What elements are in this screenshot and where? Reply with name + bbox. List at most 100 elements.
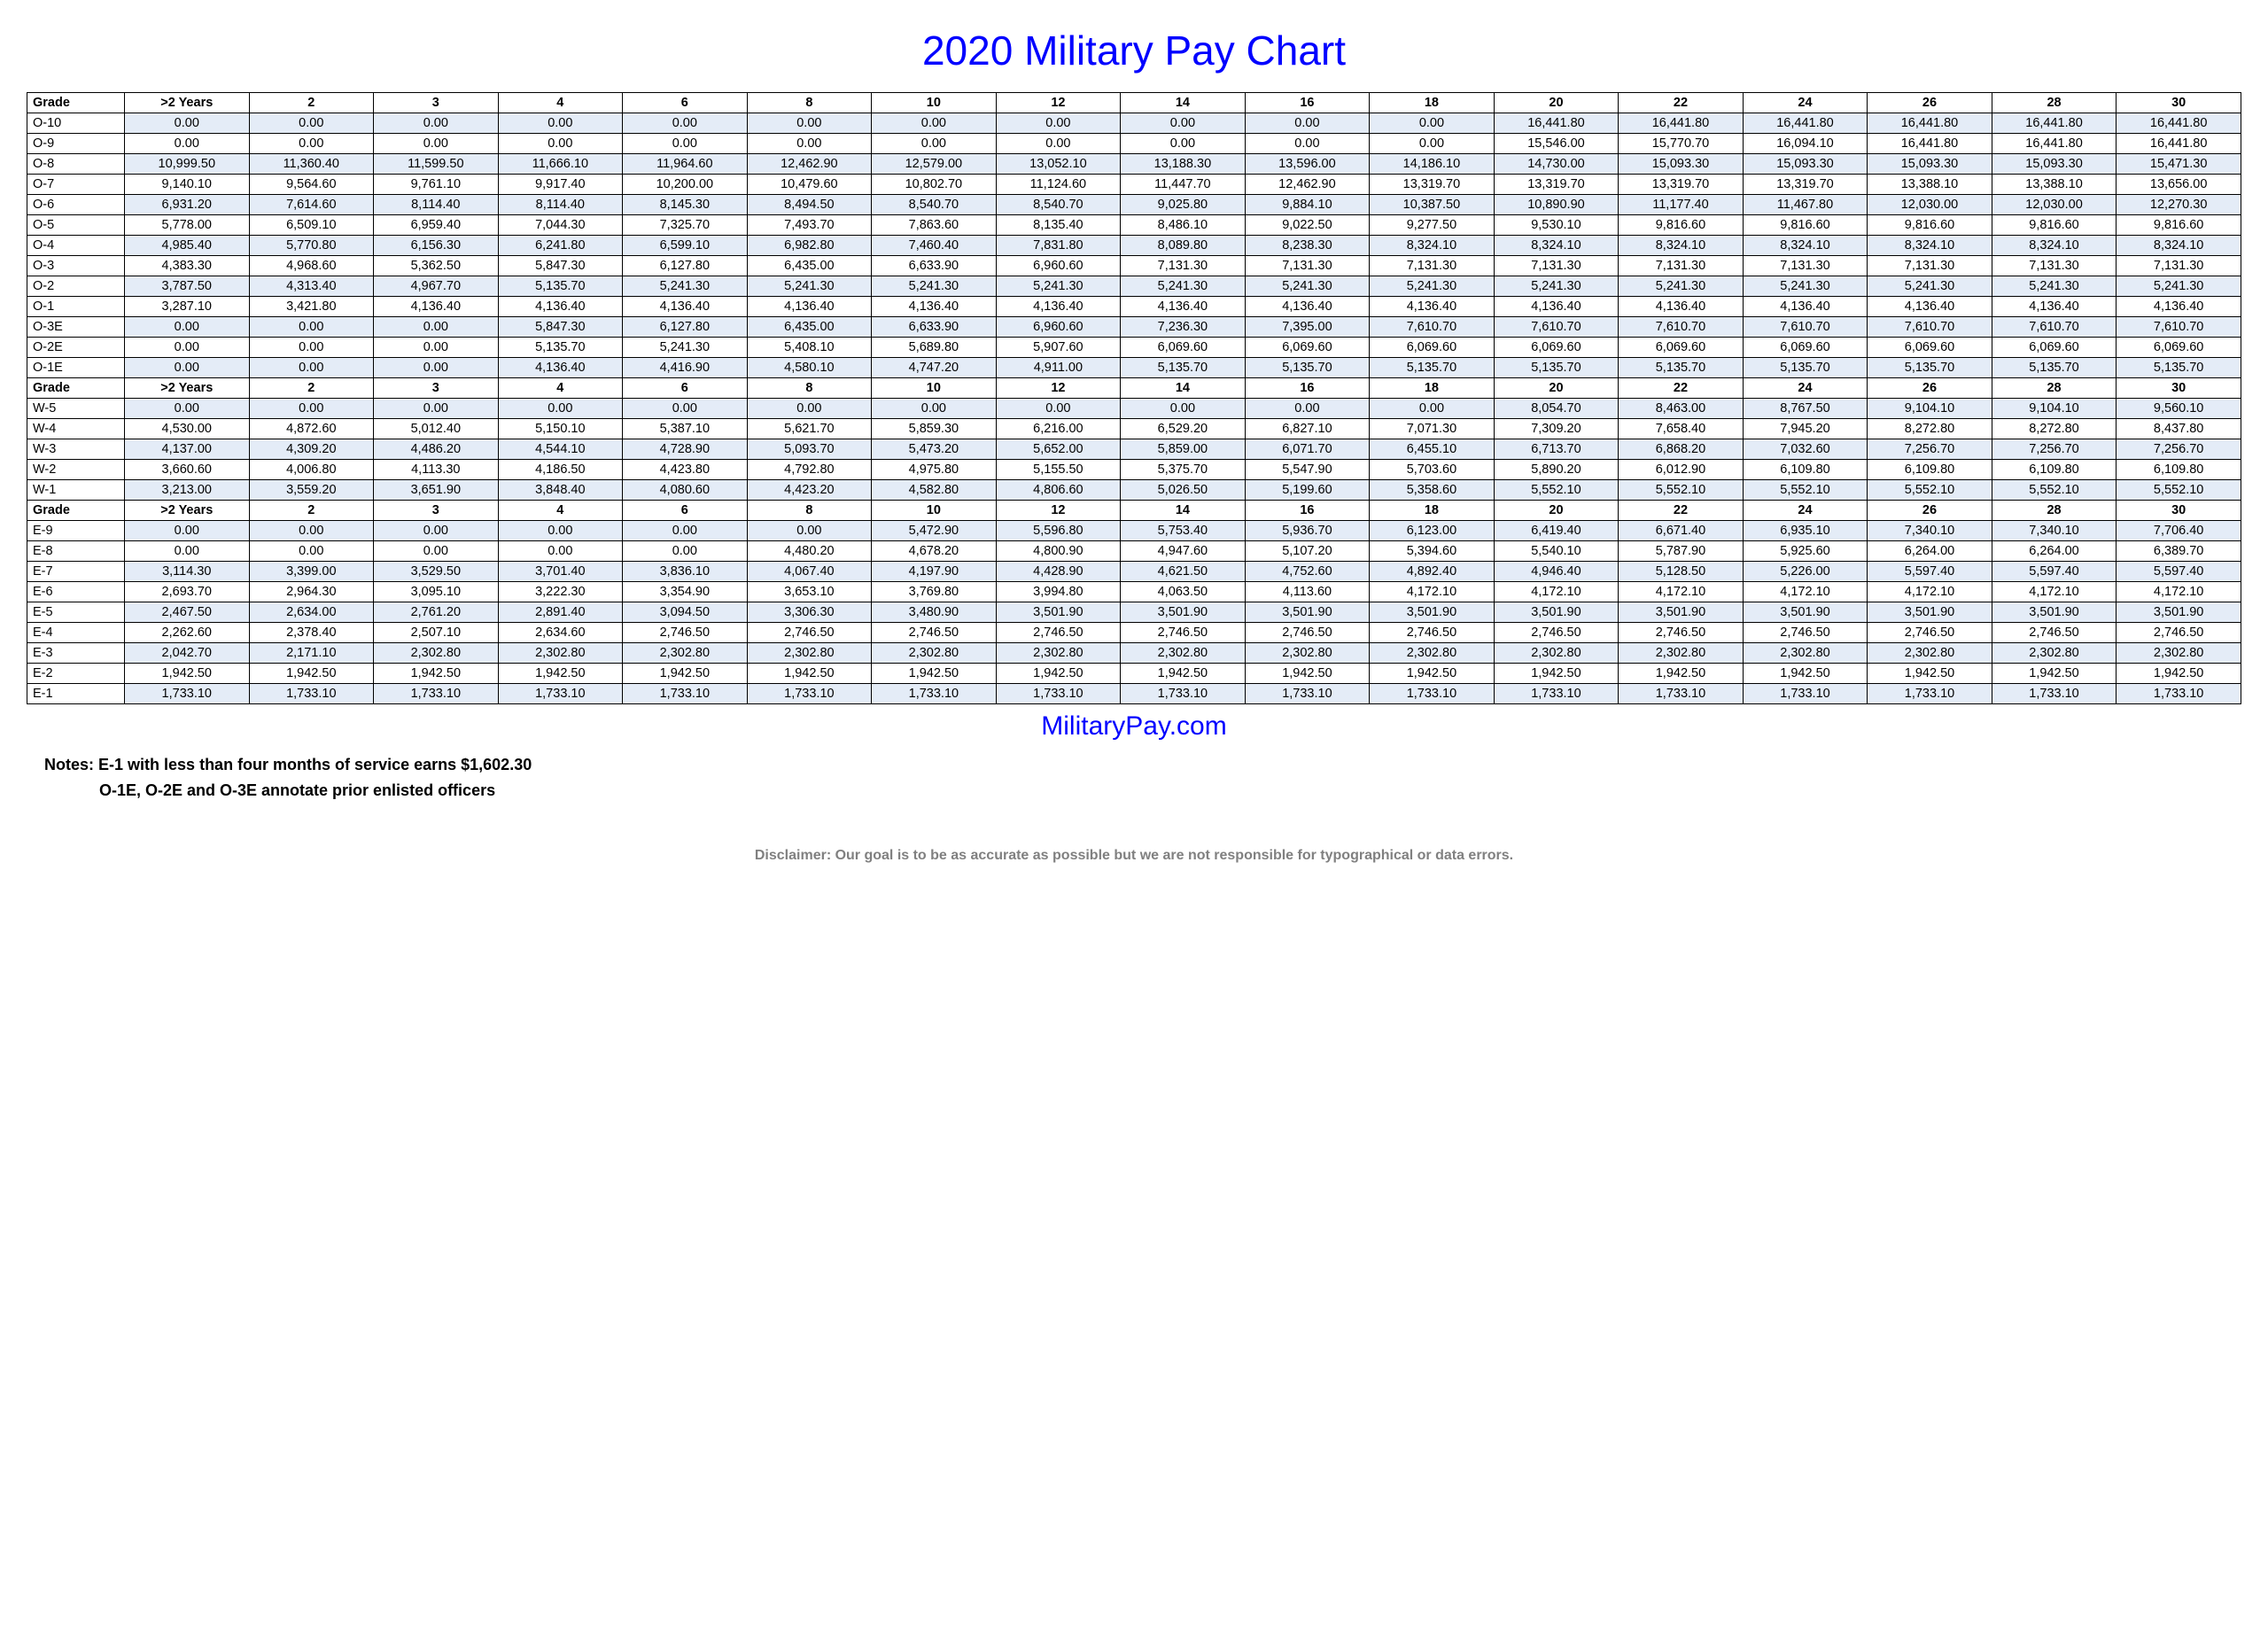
pay-cell: 6,264.00: [1868, 541, 1992, 562]
grade-cell: W-2: [27, 460, 125, 480]
pay-cell: 5,135.70: [1245, 358, 1370, 378]
pay-cell: 3,480.90: [872, 602, 997, 623]
pay-cell: 8,486.10: [1121, 215, 1246, 236]
pay-cell: 9,277.50: [1370, 215, 1495, 236]
grade-cell: O-2E: [27, 338, 125, 358]
pay-cell: 9,140.10: [125, 175, 250, 195]
pay-cell: 12,030.00: [1868, 195, 1992, 215]
pay-cell: 0.00: [623, 521, 748, 541]
pay-cell: 1,942.50: [498, 664, 623, 684]
pay-cell: 7,658.40: [1619, 419, 1744, 439]
pay-cell: 6,419.40: [1494, 521, 1619, 541]
pay-cell: 6,959.40: [374, 215, 499, 236]
table-row: O-34,383.304,968.605,362.505,847.306,127…: [27, 256, 2241, 276]
pay-cell: 2,746.50: [1992, 623, 2117, 643]
pay-cell: 2,634.00: [249, 602, 374, 623]
table-row: E-80.000.000.000.000.004,480.204,678.204…: [27, 541, 2241, 562]
pay-cell: 5,226.00: [1743, 562, 1868, 582]
pay-cell: 3,848.40: [498, 480, 623, 501]
pay-cell: 3,094.50: [623, 602, 748, 623]
grade-cell: O-4: [27, 236, 125, 256]
pay-cell: 7,131.30: [1245, 256, 1370, 276]
pay-cell: 15,093.30: [1868, 154, 1992, 175]
pay-cell: 2,302.80: [1494, 643, 1619, 664]
pay-cell: 13,319.70: [1619, 175, 1744, 195]
pay-cell: 0.00: [1245, 113, 1370, 134]
pay-cell: 4,136.40: [374, 297, 499, 317]
table-row: O-3E0.000.000.005,847.306,127.806,435.00…: [27, 317, 2241, 338]
pay-cell: 0.00: [872, 113, 997, 134]
grade-cell: E-5: [27, 602, 125, 623]
col-header-grade: Grade: [27, 501, 125, 521]
pay-cell: 6,633.90: [872, 317, 997, 338]
pay-cell: 4,136.40: [1245, 297, 1370, 317]
pay-cell: 5,241.30: [1992, 276, 2117, 297]
pay-cell: 8,324.10: [1494, 236, 1619, 256]
col-header-years: 4: [498, 378, 623, 399]
col-header-grade: Grade: [27, 378, 125, 399]
pay-cell: 0.00: [1370, 134, 1495, 154]
pay-cell: 5,241.30: [1743, 276, 1868, 297]
pay-cell: 5,597.40: [1992, 562, 2117, 582]
pay-cell: 6,435.00: [747, 317, 872, 338]
pay-cell: 5,689.80: [872, 338, 997, 358]
grade-cell: O-1E: [27, 358, 125, 378]
pay-cell: 5,241.30: [872, 276, 997, 297]
pay-cell: 8,540.70: [872, 195, 997, 215]
pay-cell: 2,746.50: [623, 623, 748, 643]
pay-cell: 4,136.40: [2117, 297, 2241, 317]
pay-cell: 3,501.90: [1245, 602, 1370, 623]
col-header-grade: Grade: [27, 93, 125, 113]
col-header-years: 14: [1121, 501, 1246, 521]
pay-cell: 8,238.30: [1245, 236, 1370, 256]
pay-cell: 3,114.30: [125, 562, 250, 582]
pay-cell: 5,621.70: [747, 419, 872, 439]
pay-cell: 11,666.10: [498, 154, 623, 175]
pay-cell: 0.00: [374, 541, 499, 562]
pay-cell: 1,942.50: [1121, 664, 1246, 684]
pay-cell: 7,340.10: [1868, 521, 1992, 541]
table-row: O-13,287.103,421.804,136.404,136.404,136…: [27, 297, 2241, 317]
pay-cell: 8,767.50: [1743, 399, 1868, 419]
pay-cell: 7,131.30: [1121, 256, 1246, 276]
pay-cell: 9,104.10: [1868, 399, 1992, 419]
pay-cell: 5,703.60: [1370, 460, 1495, 480]
pay-cell: 7,395.00: [1245, 317, 1370, 338]
pay-cell: 6,435.00: [747, 256, 872, 276]
pay-cell: 3,222.30: [498, 582, 623, 602]
grade-cell: O-1: [27, 297, 125, 317]
pay-cell: 6,389.70: [2117, 541, 2241, 562]
pay-cell: 13,052.10: [996, 154, 1121, 175]
pay-cell: 10,200.00: [623, 175, 748, 195]
col-header-years: 26: [1868, 501, 1992, 521]
pay-cell: 4,383.30: [125, 256, 250, 276]
pay-cell: 3,501.90: [1619, 602, 1744, 623]
notes-block: Notes: E-1 with less than four months of…: [44, 752, 2241, 804]
pay-cell: 5,026.50: [1121, 480, 1246, 501]
pay-cell: 9,816.60: [1992, 215, 2117, 236]
pay-cell: 0.00: [125, 338, 250, 358]
table-row: E-21,942.501,942.501,942.501,942.501,942…: [27, 664, 2241, 684]
pay-cell: 3,095.10: [374, 582, 499, 602]
table-row: E-32,042.702,171.102,302.802,302.802,302…: [27, 643, 2241, 664]
pay-cell: 4,946.40: [1494, 562, 1619, 582]
pay-cell: 13,319.70: [1370, 175, 1495, 195]
table-row: O-2E0.000.000.005,135.705,241.305,408.10…: [27, 338, 2241, 358]
pay-cell: 2,302.80: [1245, 643, 1370, 664]
pay-cell: 5,890.20: [1494, 460, 1619, 480]
pay-cell: 1,733.10: [1743, 684, 1868, 704]
pay-cell: 15,770.70: [1619, 134, 1744, 154]
pay-cell: 6,216.00: [996, 419, 1121, 439]
pay-cell: 6,069.60: [1743, 338, 1868, 358]
pay-cell: 2,746.50: [1121, 623, 1246, 643]
pay-cell: 5,135.70: [1992, 358, 2117, 378]
pay-cell: 0.00: [1121, 113, 1246, 134]
pay-cell: 1,733.10: [623, 684, 748, 704]
pay-cell: 16,441.80: [2117, 113, 2241, 134]
pay-cell: 7,236.30: [1121, 317, 1246, 338]
pay-cell: 5,241.30: [623, 276, 748, 297]
col-header-years: 2: [249, 93, 374, 113]
pay-cell: 7,131.30: [1743, 256, 1868, 276]
col-header-years: 2: [249, 378, 374, 399]
pay-cell: 7,256.70: [2117, 439, 2241, 460]
